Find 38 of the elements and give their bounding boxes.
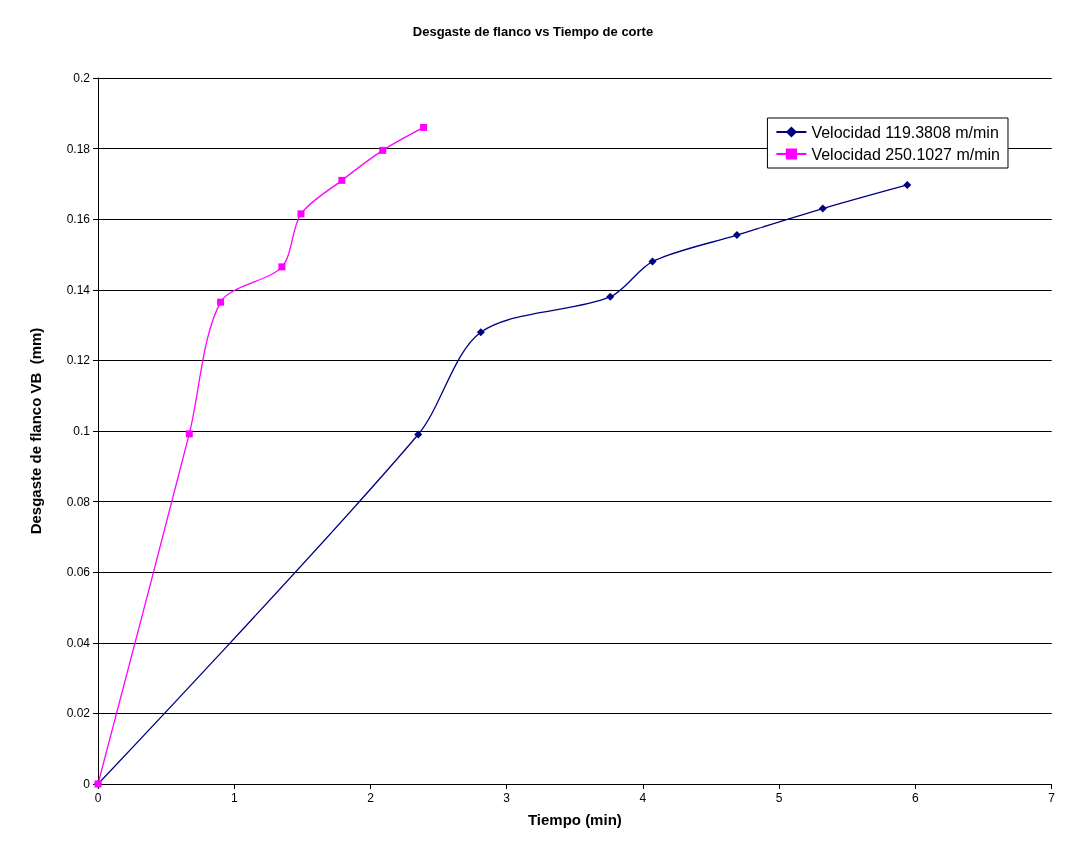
point [818, 204, 827, 213]
point [338, 176, 346, 184]
y-axis-title: Desgaste de flanco VB (mm) [27, 327, 44, 535]
point [185, 430, 193, 438]
point [732, 231, 741, 240]
point [476, 328, 485, 337]
y-tick-label: 0 [83, 777, 91, 791]
point [414, 430, 423, 439]
y-tick-label: 0.02 [66, 706, 91, 721]
y-tick-label: 0.14 [66, 282, 91, 297]
x-tick-label: 7 [1048, 791, 1056, 805]
chart-title: Desgaste de flanco vs Tiempo de corte [412, 24, 654, 39]
point [903, 180, 912, 189]
x-axis-title: Tiempo (min) [527, 811, 622, 828]
x-tick-label: 0 [94, 791, 102, 805]
point [297, 210, 305, 218]
legend-label: Velocidad 250.1027 m/min [811, 145, 1001, 163]
point [648, 257, 657, 266]
y-tick-label: 0.08 [66, 494, 91, 509]
point [420, 123, 428, 131]
y-tick-label: 0.06 [66, 565, 91, 580]
x-tick-label: 2 [367, 791, 375, 805]
x-tick-label: 4 [639, 791, 647, 805]
point [379, 146, 387, 154]
point [606, 292, 615, 301]
y-tick-label: 0.1 [73, 424, 91, 438]
y-tick-label: 0.2 [73, 71, 91, 85]
x-tick-label: 3 [503, 791, 511, 805]
y-tick-label: 0.04 [66, 635, 91, 650]
x-tick-label: 1 [230, 791, 238, 805]
point [278, 263, 286, 271]
y-tick-label: 0.12 [66, 353, 91, 368]
y-tick-label: 0.18 [66, 141, 91, 156]
y-tick-label: 0.16 [66, 212, 91, 227]
x-tick-label: 5 [775, 791, 783, 805]
point [217, 298, 225, 306]
x-tick-label: 6 [912, 791, 920, 805]
legend-label: Velocidad 119.3808 m/min [811, 123, 999, 141]
